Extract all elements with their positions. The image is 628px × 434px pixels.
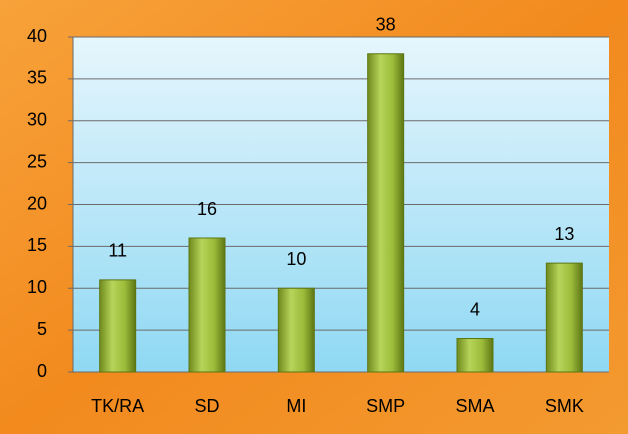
x-tick-label: TK/RA (91, 396, 144, 416)
bar (188, 237, 226, 373)
x-tick-label: SMK (545, 396, 584, 416)
y-tick-label: 25 (27, 151, 47, 171)
bar (367, 53, 405, 373)
data-label: 16 (197, 199, 217, 219)
y-tick-label: 30 (27, 110, 47, 130)
data-label: 38 (376, 15, 396, 35)
y-tick-label: 20 (27, 193, 47, 213)
x-tick-label: SMP (366, 396, 405, 416)
bar (277, 287, 315, 373)
y-tick-label: 35 (27, 68, 47, 88)
x-tick-label: SMA (455, 396, 494, 416)
y-tick-label: 15 (27, 235, 47, 255)
data-label: 4 (470, 299, 480, 319)
y-tick-label: 10 (27, 277, 47, 297)
bar (99, 279, 137, 373)
y-tick-label: 0 (37, 361, 47, 381)
y-tick-label: 5 (37, 319, 47, 339)
data-label: 10 (286, 249, 306, 269)
bar (545, 262, 583, 373)
x-tick-label: MI (286, 396, 306, 416)
bar (456, 338, 494, 373)
x-tick-label: SD (194, 396, 219, 416)
y-tick-label: 40 (27, 26, 47, 46)
data-label: 11 (108, 241, 127, 261)
data-label: 13 (554, 224, 574, 244)
